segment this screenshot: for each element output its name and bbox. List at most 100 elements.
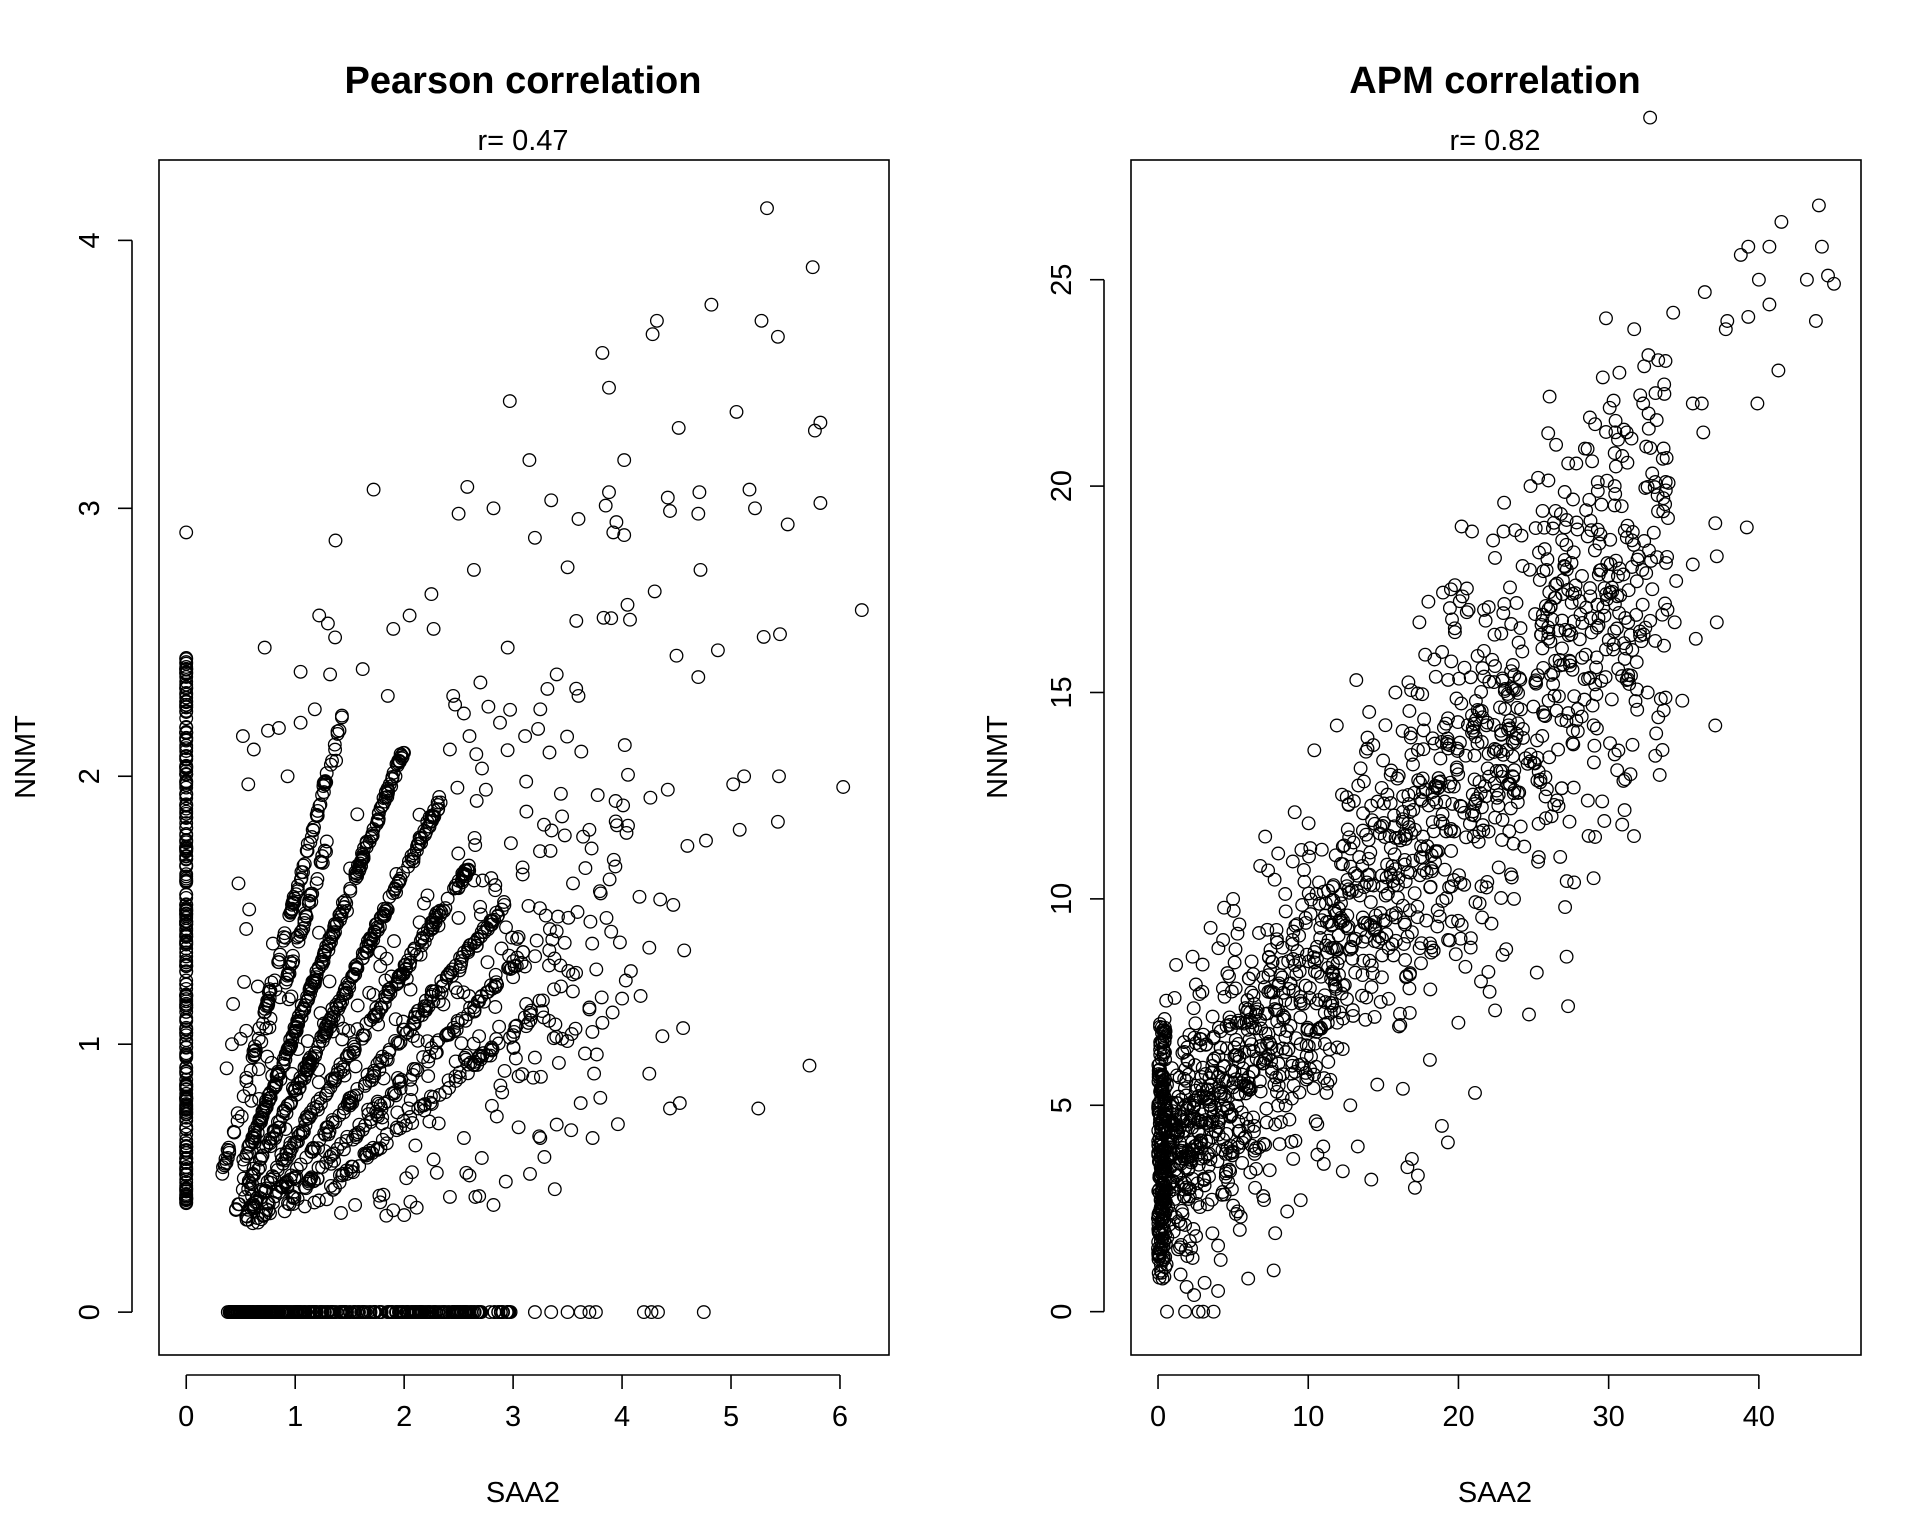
left-point: [179, 730, 194, 745]
left-point: [375, 1116, 390, 1131]
left-point: [357, 1146, 372, 1161]
left-point: [235, 729, 250, 744]
right-point: [1247, 1143, 1262, 1158]
right-point: [1774, 214, 1789, 229]
left-point: [450, 780, 465, 795]
left-point: [448, 1069, 463, 1084]
right-point: [1575, 650, 1590, 665]
right-point: [1555, 533, 1570, 548]
left-point: [748, 501, 762, 516]
left-point: [515, 1067, 530, 1082]
right-point: [1185, 949, 1200, 964]
left-point: [754, 313, 769, 328]
left-point: [310, 1094, 325, 1109]
right-point: [1697, 285, 1712, 300]
left-point: [475, 873, 490, 888]
right-point: [1531, 816, 1546, 831]
left-point: [274, 1305, 288, 1320]
right-point: [1153, 1062, 1167, 1077]
left-point: [239, 1149, 254, 1164]
left-point: [554, 979, 568, 994]
left-point: [300, 1034, 315, 1049]
left-point: [473, 675, 488, 690]
left-point: [244, 1093, 259, 1108]
right-point: [1645, 466, 1660, 481]
right-point: [1419, 865, 1434, 880]
right-point: [1266, 1263, 1281, 1278]
left-point: [179, 949, 194, 964]
right-point: [1651, 710, 1666, 725]
right-point: [1481, 824, 1496, 839]
right-point: [1452, 671, 1467, 686]
left-point: [660, 782, 675, 797]
right-point: [1591, 611, 1606, 625]
right-point: [1246, 967, 1261, 982]
left-point: [246, 742, 261, 757]
right-point: [1290, 944, 1305, 958]
left-point: [317, 945, 332, 960]
left-point: [481, 699, 496, 714]
left-point: [332, 1175, 347, 1190]
right-point: [1350, 868, 1365, 883]
right-point: [1584, 523, 1599, 538]
right-point: [1257, 1193, 1271, 1208]
right-point: [1579, 503, 1594, 518]
left-point: [285, 948, 300, 963]
right-point: [1615, 817, 1630, 832]
right-point: [1228, 942, 1243, 957]
left-point: [315, 788, 330, 803]
right-point: [1396, 789, 1411, 804]
left-point: [179, 1098, 194, 1113]
right-point: [1348, 965, 1363, 980]
left-point: [469, 793, 484, 808]
right-title: APM correlation: [1349, 60, 1640, 102]
left-point: [273, 990, 288, 1005]
left-point: [225, 1305, 240, 1320]
right-point: [1407, 1180, 1422, 1195]
right-point: [1535, 729, 1550, 743]
right-point: [1398, 874, 1413, 889]
left-point: [632, 889, 647, 904]
right-point: [1248, 1180, 1263, 1195]
right-point: [1718, 322, 1733, 337]
right-point: [1151, 1207, 1166, 1222]
left-point: [391, 970, 406, 985]
left-point: [457, 1305, 472, 1320]
left-point: [285, 895, 300, 910]
right-point: [1658, 690, 1673, 705]
right-point: [1310, 1147, 1325, 1162]
left-point: [179, 1082, 194, 1097]
right-point: [1373, 820, 1388, 835]
right-point: [1362, 705, 1377, 719]
left-point: [366, 482, 381, 497]
left-point: [257, 1305, 272, 1320]
left-point: [574, 744, 589, 759]
right-point: [1645, 582, 1660, 597]
right-point: [1375, 931, 1389, 946]
right-point: [1340, 822, 1355, 837]
right-point: [1553, 849, 1568, 864]
left-point: [449, 1305, 463, 1320]
right-point: [1639, 439, 1654, 454]
right-point: [1252, 926, 1266, 940]
right-point: [1187, 1139, 1202, 1154]
left-point: [417, 823, 432, 838]
left-point: [350, 807, 365, 822]
right-point: [1610, 763, 1625, 778]
right-point: [1675, 693, 1690, 708]
left-point: [615, 991, 630, 1006]
left-point: [571, 688, 586, 703]
right-point: [1497, 684, 1512, 699]
right-point: [1400, 1160, 1415, 1175]
right-point: [1566, 723, 1580, 738]
left-point: [282, 1197, 297, 1212]
right-point: [1529, 965, 1544, 980]
right-point: [1218, 1166, 1233, 1181]
right-point: [1374, 780, 1389, 795]
right-point: [1688, 631, 1703, 646]
left-point: [699, 833, 713, 848]
left-point: [384, 1086, 399, 1101]
right-point: [1181, 1054, 1196, 1069]
right-point: [1385, 937, 1400, 952]
right-point: [1657, 638, 1671, 653]
